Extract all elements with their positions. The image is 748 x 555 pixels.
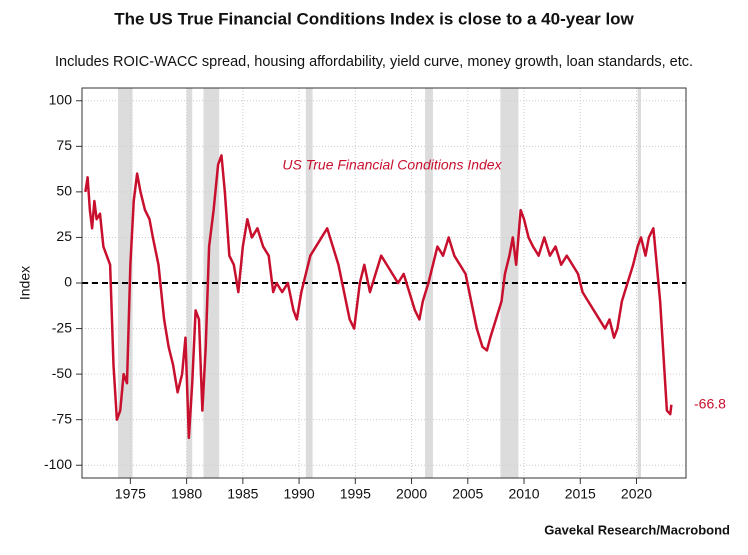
recession-band: [500, 88, 519, 478]
x-tick-label: 1980: [171, 486, 202, 502]
chart-title: The US True Financial Conditions Index i…: [114, 9, 634, 28]
x-tick-label: 2000: [396, 486, 427, 502]
series-line: [84, 154, 673, 440]
recession-band: [186, 88, 193, 478]
y-tick-label: 0: [64, 274, 72, 290]
recession-band: [637, 88, 642, 478]
series-label: US True Financial Conditions Index: [282, 157, 502, 173]
recession-band: [305, 88, 313, 478]
y-tick-label: -25: [52, 319, 72, 335]
x-tick-label: 1995: [340, 486, 371, 502]
x-tick-label: 1985: [227, 486, 258, 502]
y-tick-label: 50: [56, 183, 72, 199]
y-tick-label: -75: [52, 410, 72, 426]
x-tick-label: 2005: [452, 486, 483, 502]
x-tick-label: 1975: [115, 486, 146, 502]
source: Gavekal Research/Macrobond: [544, 522, 730, 537]
y-tick-label: 75: [56, 137, 72, 153]
y-axis-label: Index: [17, 266, 33, 300]
y-tick-label: 100: [49, 91, 73, 107]
x-tick-label: 1990: [284, 486, 315, 502]
end-value-label: -66.8: [694, 395, 726, 411]
x-tick-label: 2015: [565, 486, 596, 502]
x-tick-label: 2010: [508, 486, 539, 502]
y-tick-label: -100: [44, 456, 72, 472]
y-tick-label: 25: [56, 228, 72, 244]
chart-subtitle: Includes ROIC-WACC spread, housing affor…: [55, 54, 693, 70]
x-tick-label: 2020: [621, 486, 652, 502]
plot-frame: [81, 87, 687, 479]
y-tick-label: -50: [52, 365, 72, 381]
